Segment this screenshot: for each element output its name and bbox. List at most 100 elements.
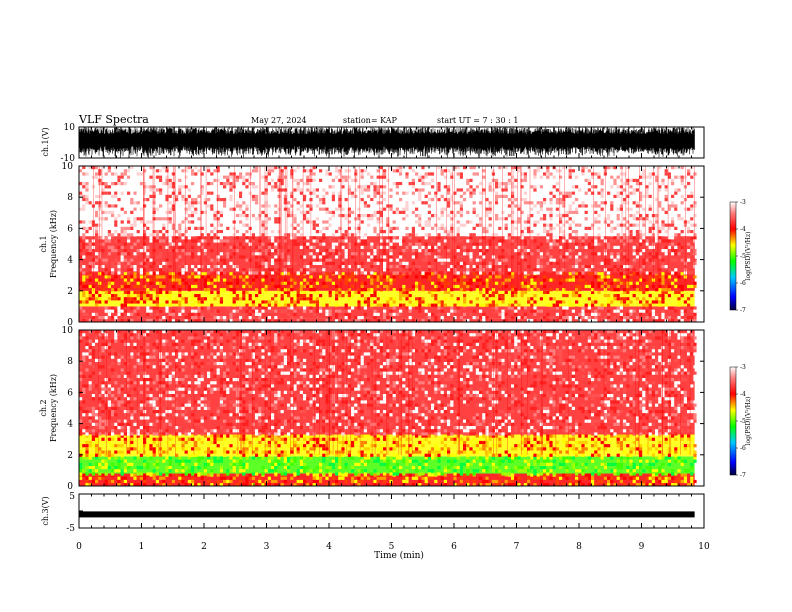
ch1-spectrogram-cell <box>258 290 262 294</box>
ch1-spectrogram-cell <box>658 185 662 189</box>
ch1-spectrogram-cell <box>434 245 438 249</box>
ch2-spectrogram-cell <box>443 473 447 477</box>
ch1-spectrogram-cell <box>178 204 182 208</box>
ch2-spectrogram-cell <box>562 473 566 477</box>
ch1-spectrogram-cell <box>120 175 124 179</box>
ch2-spectrogram-cell <box>242 472 246 476</box>
ch1-spectrogram-cell <box>632 182 636 186</box>
ch1-spectrogram-cell <box>568 223 572 227</box>
ch2-spectrogram-cell <box>181 462 185 466</box>
ch1-spectrogram-cell <box>98 175 102 179</box>
ch1-spectrogram-cell <box>408 233 412 237</box>
ch1-spectrogram-cell <box>677 300 681 304</box>
ch1-spectrogram-cell <box>133 275 137 279</box>
ch1-spectrogram-cell <box>629 278 633 282</box>
ch1-spectrogram-cell <box>82 169 86 173</box>
ch1-spectrogram-cell <box>191 284 195 289</box>
ch1-spectrogram-cell <box>331 245 335 249</box>
ch1-spectrogram-cell <box>322 284 326 289</box>
ch2-spectrogram-cell <box>191 476 195 480</box>
ch1-spectrogram-cell <box>306 178 310 182</box>
ch1-spectrogram-cell <box>472 188 476 192</box>
ch2-spectrogram-cell <box>117 462 121 466</box>
ch2-spectrogram-cell <box>159 476 163 480</box>
ch1-spectrogram-cell <box>155 188 159 192</box>
ch1-spectrogram-cell <box>271 281 275 285</box>
ch2-spectrogram-cell <box>258 476 262 480</box>
ch1-spectrogram-cell <box>469 220 473 224</box>
ch1-spectrogram-cell <box>251 182 255 186</box>
ch1-spectrogram-cell <box>111 182 115 186</box>
ch1-spectrogram-cell <box>376 185 380 189</box>
ch1-spectrogram-cell <box>613 185 617 189</box>
ch2-spectrogram-cell <box>155 466 159 470</box>
ch1-spectrogram-cell <box>239 306 243 310</box>
ch2-spectrogram-cell <box>235 483 239 487</box>
ch1-spectrogram-cell <box>597 272 601 276</box>
ch1-spectrogram-cell <box>405 249 409 253</box>
ch1-spectrogram-cell <box>312 220 316 224</box>
ch1-spectrogram-cell <box>155 255 159 259</box>
ch1-spectrogram-cell <box>248 258 252 262</box>
ch1-spectrogram-cell <box>181 233 185 237</box>
ch1-spectrogram-cell <box>523 261 527 265</box>
ch1-spectrogram-cell <box>546 230 550 234</box>
ch2-spectrogram-cell <box>219 459 223 463</box>
ch1-spectrogram-cell <box>111 217 115 221</box>
ch1-spectrogram-cell <box>258 318 262 323</box>
ch1-spectrogram-cell <box>667 284 671 289</box>
ch1-spectrogram-cell <box>123 300 127 304</box>
ch1-spectrogram-cell <box>191 172 195 176</box>
ch1-spectrogram-cell <box>610 239 614 243</box>
ch1-spectrogram-cell <box>219 236 223 240</box>
ch1-spectrogram-cell <box>114 249 118 253</box>
ch1-spectrogram-cell <box>536 210 540 214</box>
ch1-spectrogram-cell <box>549 214 553 218</box>
ch1-spectrogram-cell <box>389 230 393 234</box>
ch1-spectrogram-cell <box>213 284 217 289</box>
ch2-spectrogram-cell <box>271 466 275 470</box>
ch1-spectrogram-cell <box>191 297 195 301</box>
ch1-spectrogram-cell <box>655 175 659 179</box>
ch1-spectrogram-cell <box>159 288 163 292</box>
ch1-spectrogram-cell <box>296 166 300 170</box>
ch1-spectrogram-cell <box>411 207 415 211</box>
ch1-spectrogram-cell <box>373 316 377 320</box>
ch1-spectrogram-cell <box>466 239 470 243</box>
ch1-spectrogram-cell <box>575 294 579 298</box>
ch1-spectrogram-cell <box>207 182 211 186</box>
ch1-spectrogram-cell <box>395 194 399 198</box>
ch1-spectrogram-cell <box>107 245 111 249</box>
ch2-spectrogram-cell <box>683 473 687 477</box>
ch1-spectrogram-cell <box>559 252 563 256</box>
ch1-spectrogram-cell <box>383 249 387 253</box>
ch1-spectrogram-cell <box>95 188 99 192</box>
ch1-spectrogram-cell <box>581 306 585 310</box>
ch1-spectrogram-cell <box>363 271 367 275</box>
ch2-spectrogram-cell <box>587 473 591 477</box>
ch1-spectrogram-cell <box>175 214 179 218</box>
ch1-spectrogram-cell <box>251 252 255 256</box>
ch1-spectrogram-cell <box>101 300 105 304</box>
ch1-spectrogram-cell <box>261 223 265 227</box>
ch1-spectrogram-cell <box>149 312 153 316</box>
ch1-spectrogram-cell <box>351 191 355 195</box>
ch1-spectrogram-cell <box>341 316 345 320</box>
ch1-spectrogram-cell <box>626 303 630 307</box>
ch1-spectrogram-cell <box>619 182 623 186</box>
ch1-spectrogram-cell <box>229 278 233 282</box>
ch1-spectrogram-cell <box>395 265 399 269</box>
ch1-spectrogram-cell <box>267 300 271 304</box>
ch1-spectrogram-cell <box>248 226 252 230</box>
ch1-spectrogram-cell <box>456 255 460 259</box>
ch1-spectrogram-cell <box>130 258 134 262</box>
ch1-spectrogram-cell <box>632 249 636 253</box>
ch1-spectrogram-cell <box>98 217 102 221</box>
ch1-spectrogram-cell <box>402 239 406 243</box>
ch1-spectrogram-cell <box>523 178 527 182</box>
ch1-spectrogram-cell <box>341 265 345 269</box>
ch1-spectrogram-cell <box>203 284 207 289</box>
ch1-spectrogram-cell <box>155 217 159 221</box>
ch1-spectrogram-cell <box>335 198 339 202</box>
ch1-spectrogram-cell <box>114 309 118 313</box>
